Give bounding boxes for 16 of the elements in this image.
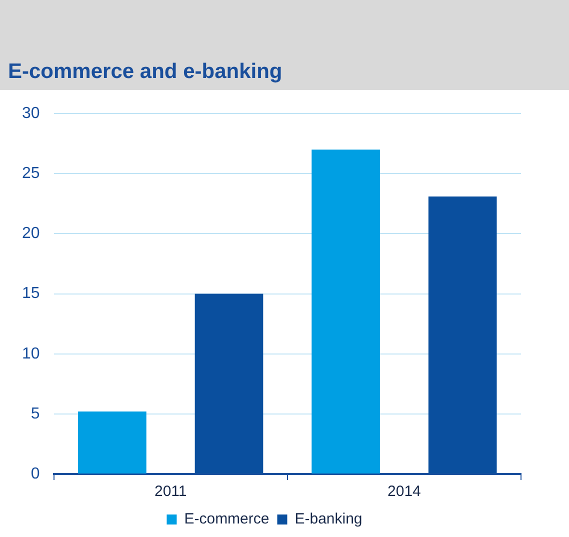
bar: [312, 150, 380, 474]
y-tick-label: 15: [22, 285, 40, 302]
y-tick-label: 5: [30, 405, 40, 422]
bar: [78, 412, 146, 474]
legend-label: E-banking: [294, 510, 362, 528]
legend-label: E-commerce: [184, 510, 270, 528]
y-tick-label: 30: [22, 105, 40, 122]
y-tick-label: 20: [22, 225, 40, 242]
bar: [428, 196, 497, 474]
chart-title: E-commerce and e-banking: [8, 60, 282, 84]
x-tick-label: 2014: [388, 483, 421, 500]
bar: [194, 294, 264, 474]
x-tick-label: 2011: [154, 483, 187, 500]
y-tick-label: 0: [30, 465, 40, 482]
y-tick-label: 10: [22, 345, 40, 362]
y-tick-label: 25: [22, 165, 40, 182]
